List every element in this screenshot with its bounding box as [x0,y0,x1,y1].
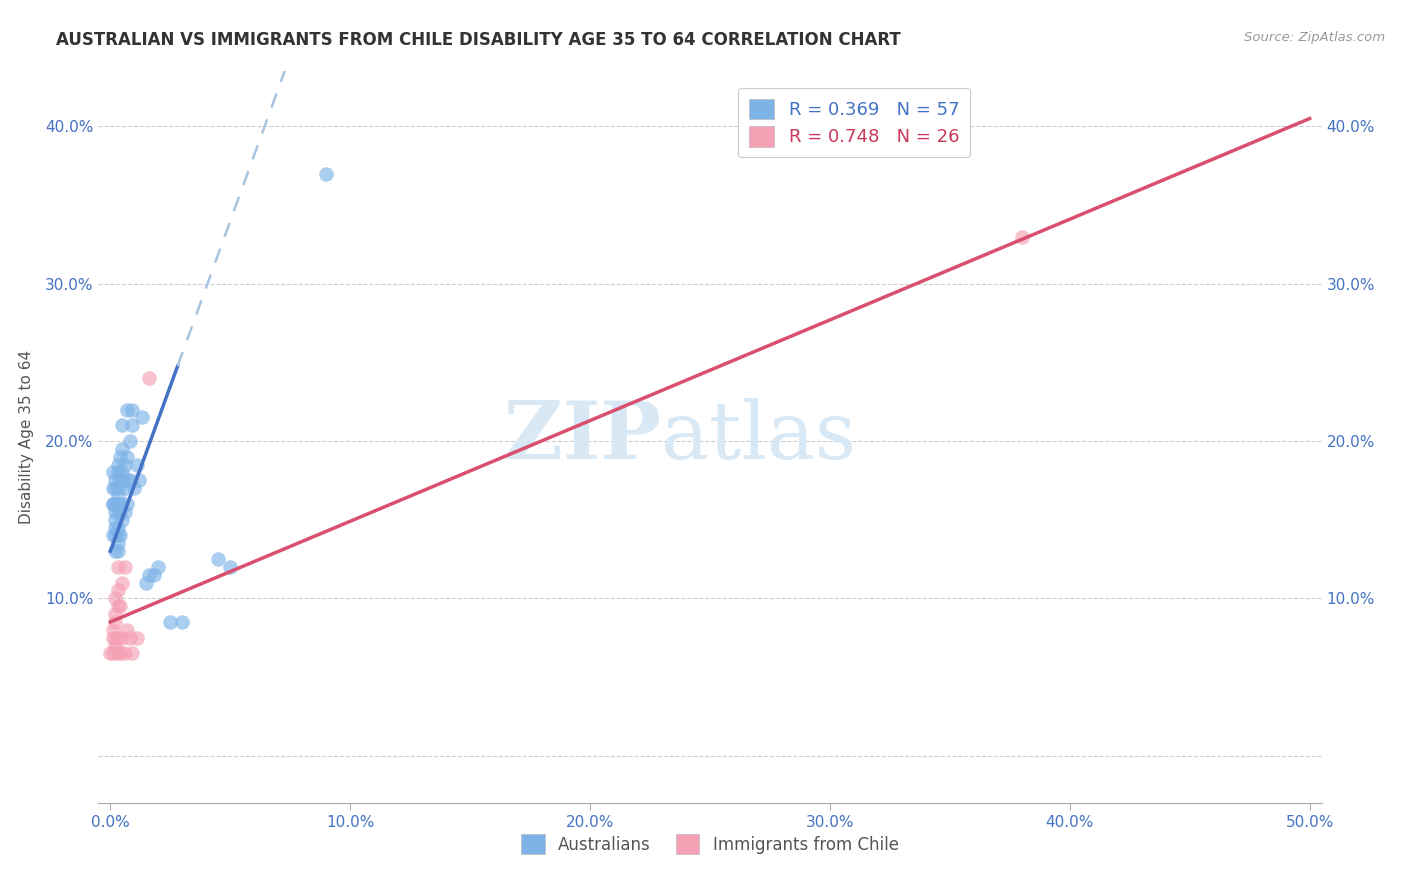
Point [107,489,129,503]
Point [104,544,127,558]
Point [107,481,129,495]
Point [125,631,148,645]
Point [107,497,129,511]
Y-axis label: Disability Age 35 to 64: Disability Age 35 to 64 [18,350,34,524]
Point [107,631,129,645]
Point [118,434,141,448]
Point [114,458,136,472]
Point [114,505,136,519]
Point [111,466,134,480]
Point [104,639,127,653]
Point [118,473,141,487]
Point [104,615,127,629]
Point [111,575,134,590]
Point [108,505,131,519]
Point [1011,229,1033,244]
Point [114,559,136,574]
Text: atlas: atlas [661,398,856,476]
Point [104,497,127,511]
Point [128,473,150,487]
Point [101,497,124,511]
Point [104,473,127,487]
Point [121,646,143,660]
Point [104,513,127,527]
Point [104,505,127,519]
Point [104,481,127,495]
Point [125,458,148,472]
Point [115,497,138,511]
Point [104,520,127,534]
Point [135,575,157,590]
Point [115,450,138,464]
Point [207,552,229,566]
Point [111,418,134,433]
Point [104,607,127,621]
Point [107,505,129,519]
Point [108,599,131,614]
Point [124,481,146,495]
Point [115,623,138,637]
Text: ZIP: ZIP [505,398,661,476]
Point [114,646,136,660]
Point [115,402,138,417]
Point [107,583,129,598]
Point [100,646,122,660]
Point [118,631,141,645]
Point [159,615,181,629]
Point [107,599,129,614]
Point [108,497,131,511]
Legend: Australians, Immigrants from Chile: Australians, Immigrants from Chile [515,828,905,860]
Point [315,167,337,181]
Point [111,631,134,645]
Point [142,567,165,582]
Point [101,646,124,660]
Point [138,371,160,385]
Point [107,559,129,574]
Point [107,544,129,558]
Point [101,623,124,637]
Point [121,402,143,417]
Point [107,458,129,472]
Point [138,567,160,582]
Point [107,528,129,542]
Point [172,615,194,629]
Point [148,559,170,574]
Point [107,520,129,534]
Point [108,450,131,464]
Point [219,559,242,574]
Point [101,481,124,495]
Point [104,631,127,645]
Point [131,410,153,425]
Point [101,528,124,542]
Point [111,442,134,456]
Point [111,473,134,487]
Point [101,497,124,511]
Point [108,646,131,660]
Point [107,646,129,660]
Point [121,418,143,433]
Point [107,466,129,480]
Point [104,528,127,542]
Point [101,631,124,645]
Point [104,591,127,606]
Text: Source: ZipAtlas.com: Source: ZipAtlas.com [1244,31,1385,45]
Point [108,528,131,542]
Point [111,513,134,527]
Point [108,473,131,487]
Point [115,473,138,487]
Point [114,481,136,495]
Text: AUSTRALIAN VS IMMIGRANTS FROM CHILE DISABILITY AGE 35 TO 64 CORRELATION CHART: AUSTRALIAN VS IMMIGRANTS FROM CHILE DISA… [56,31,901,49]
Point [101,466,124,480]
Point [107,536,129,550]
